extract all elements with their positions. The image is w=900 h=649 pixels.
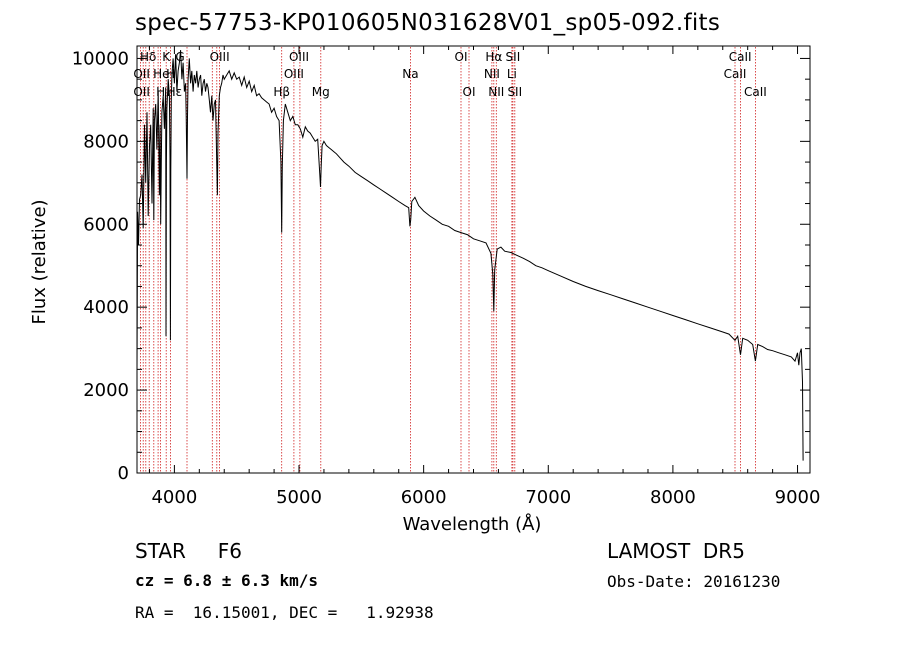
survey-name: LAMOST DR5 bbox=[607, 539, 745, 563]
spectral-line-label: OIII bbox=[284, 67, 304, 81]
spectral-line-label: He bbox=[153, 67, 169, 81]
spectral-line-label: CaII bbox=[724, 67, 747, 81]
y-tick-label: 2000 bbox=[83, 380, 129, 401]
spectral-line-label: CaII bbox=[744, 85, 767, 99]
spectral-line-markers bbox=[139, 47, 756, 473]
axes: 4000 5000 6000 7000 8000 9000 0 2000 4000 6000 800… bbox=[72, 46, 821, 508]
spectral-line-label: SII bbox=[506, 50, 521, 64]
y-tick-label: 6000 bbox=[83, 214, 129, 235]
spectrum-series bbox=[136, 50, 804, 461]
spectral-line-label: OII bbox=[133, 85, 150, 99]
spectral-line-label: SII bbox=[507, 85, 522, 99]
ra-dec: RA = 16.15001, DEC = 1.92938 bbox=[135, 603, 434, 622]
chart-title: spec-57753-KP010605N031628V01_sp05-092.f… bbox=[135, 10, 721, 36]
x-tick-label: 6000 bbox=[401, 487, 447, 508]
x-tick-label: 7000 bbox=[525, 487, 571, 508]
spectral-line-label: Na bbox=[402, 67, 418, 81]
spectral-line-label: K bbox=[162, 50, 171, 64]
object-class: STAR F6 bbox=[135, 539, 242, 563]
y-axis-label: Flux (relative) bbox=[29, 199, 50, 324]
spectral-line-label: Mg bbox=[312, 85, 330, 99]
y-tick-label: 10000 bbox=[72, 48, 129, 69]
y-tick-label: 8000 bbox=[83, 131, 129, 152]
spectrum-line bbox=[136, 50, 804, 461]
spectral-line-label: NII bbox=[484, 67, 500, 81]
y-tick-label: 0 bbox=[118, 463, 129, 484]
spectral-line-label: CaII bbox=[729, 50, 752, 64]
x-tick-label: 8000 bbox=[650, 487, 696, 508]
spectral-line-label: Hβ bbox=[273, 85, 290, 99]
redshift-info: cz = 6.8 ± 6.3 km/s bbox=[135, 571, 319, 590]
spectral-line-label: OI bbox=[463, 85, 476, 99]
x-axis-label: Wavelength (Å) bbox=[403, 513, 542, 535]
spectral-line-label: H bbox=[166, 67, 175, 81]
obs-date: Obs-Date: 20161230 bbox=[607, 572, 781, 591]
spectral-line-label: Hδ bbox=[140, 50, 156, 64]
plot-frame bbox=[136, 45, 811, 474]
spectral-line-label: G bbox=[175, 50, 184, 64]
x-tick-label: 4000 bbox=[151, 487, 197, 508]
spectral-line-label: OIII bbox=[210, 50, 230, 64]
spectral-line-label: H bbox=[156, 85, 165, 99]
spectral-line-label: OI bbox=[455, 50, 468, 64]
spectral-line-label: NII bbox=[488, 85, 504, 99]
x-tick-label: 5000 bbox=[276, 487, 322, 508]
y-tick-label: 4000 bbox=[83, 297, 129, 318]
spectral-line-label: Li bbox=[507, 67, 517, 81]
spectral-line-label: Hα bbox=[485, 50, 502, 64]
spectral-line-label: OIII bbox=[289, 50, 309, 64]
x-tick-label: 9000 bbox=[775, 487, 821, 508]
spectral-line-label: Hε bbox=[167, 85, 183, 99]
